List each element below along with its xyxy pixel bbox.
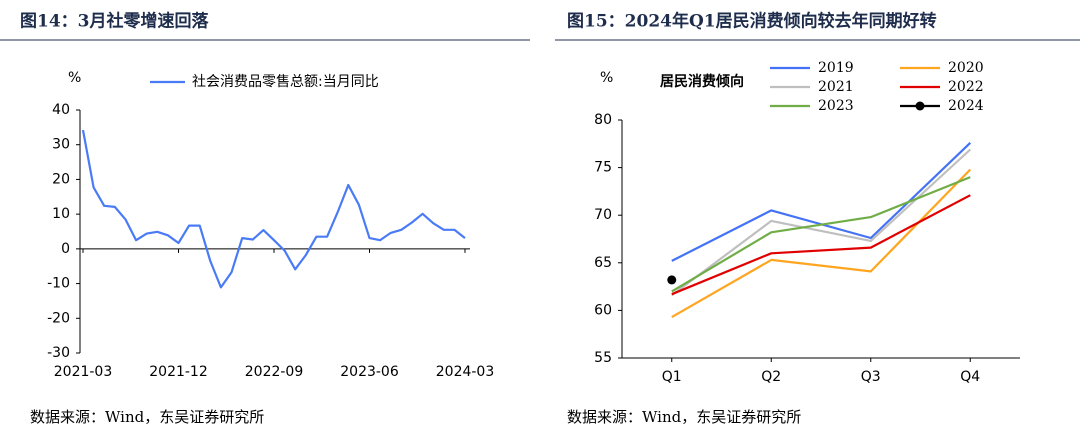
legend-label: 2024 — [948, 98, 984, 114]
point — [667, 275, 677, 285]
y-tick-label: 75 — [594, 160, 612, 176]
y-label: % — [68, 70, 81, 86]
y-tick-label: 60 — [594, 302, 612, 318]
y-tick-label: 65 — [594, 255, 612, 271]
x-tick-label: 2022-09 — [245, 364, 304, 380]
x-tick-label: 2021-12 — [149, 364, 208, 380]
y-tick-label: 20 — [52, 171, 70, 187]
x-tick-label: 2021-03 — [54, 364, 113, 380]
y-tick-label: -30 — [47, 345, 70, 361]
source: 数据来源：Wind，东吴证券研究所 — [567, 408, 801, 426]
x-tick-label: Q2 — [761, 369, 781, 385]
x-tick-label: Q3 — [861, 369, 881, 385]
x-tick-label: 2023-06 — [340, 364, 399, 380]
legend-marker — [915, 101, 925, 111]
y-tick-label: 80 — [594, 112, 612, 128]
y-tick-label: 30 — [52, 137, 70, 153]
x-tick-label: Q1 — [662, 369, 682, 385]
series-line — [671, 176, 971, 293]
legend-label: 2022 — [948, 79, 984, 95]
series-line — [671, 142, 972, 262]
y-tick-label: 10 — [52, 206, 70, 222]
chart-title: 图15：2024年Q1居民消费倾向较去年同期好转 — [567, 11, 937, 32]
series-line — [671, 194, 971, 296]
legend-label: 2021 — [818, 79, 854, 95]
y-tick-label: 55 — [594, 350, 612, 366]
x-tick-label: Q4 — [960, 369, 980, 385]
series-line — [671, 148, 972, 297]
chart-title: 图14：3月社零增速回落 — [20, 11, 209, 32]
legend-label: 社会消费品零售总额:当月同比 — [192, 74, 379, 90]
y-tick-label: -20 — [47, 310, 70, 326]
legend-label: 2023 — [818, 98, 854, 114]
legend-label: 2019 — [818, 60, 854, 76]
series-line — [81, 129, 466, 289]
y-tick-label: 0 — [61, 241, 70, 257]
subtitle: 居民消费倾向 — [660, 73, 744, 90]
y-label: % — [600, 70, 613, 86]
x-tick-label: 2024-03 — [436, 364, 495, 380]
y-tick-label: 40 — [52, 102, 70, 118]
source: 数据来源：Wind，东吴证券研究所 — [30, 408, 264, 426]
legend-label: 2020 — [948, 60, 984, 76]
y-tick-label: 70 — [594, 207, 612, 223]
y-tick-label: -10 — [47, 276, 70, 292]
